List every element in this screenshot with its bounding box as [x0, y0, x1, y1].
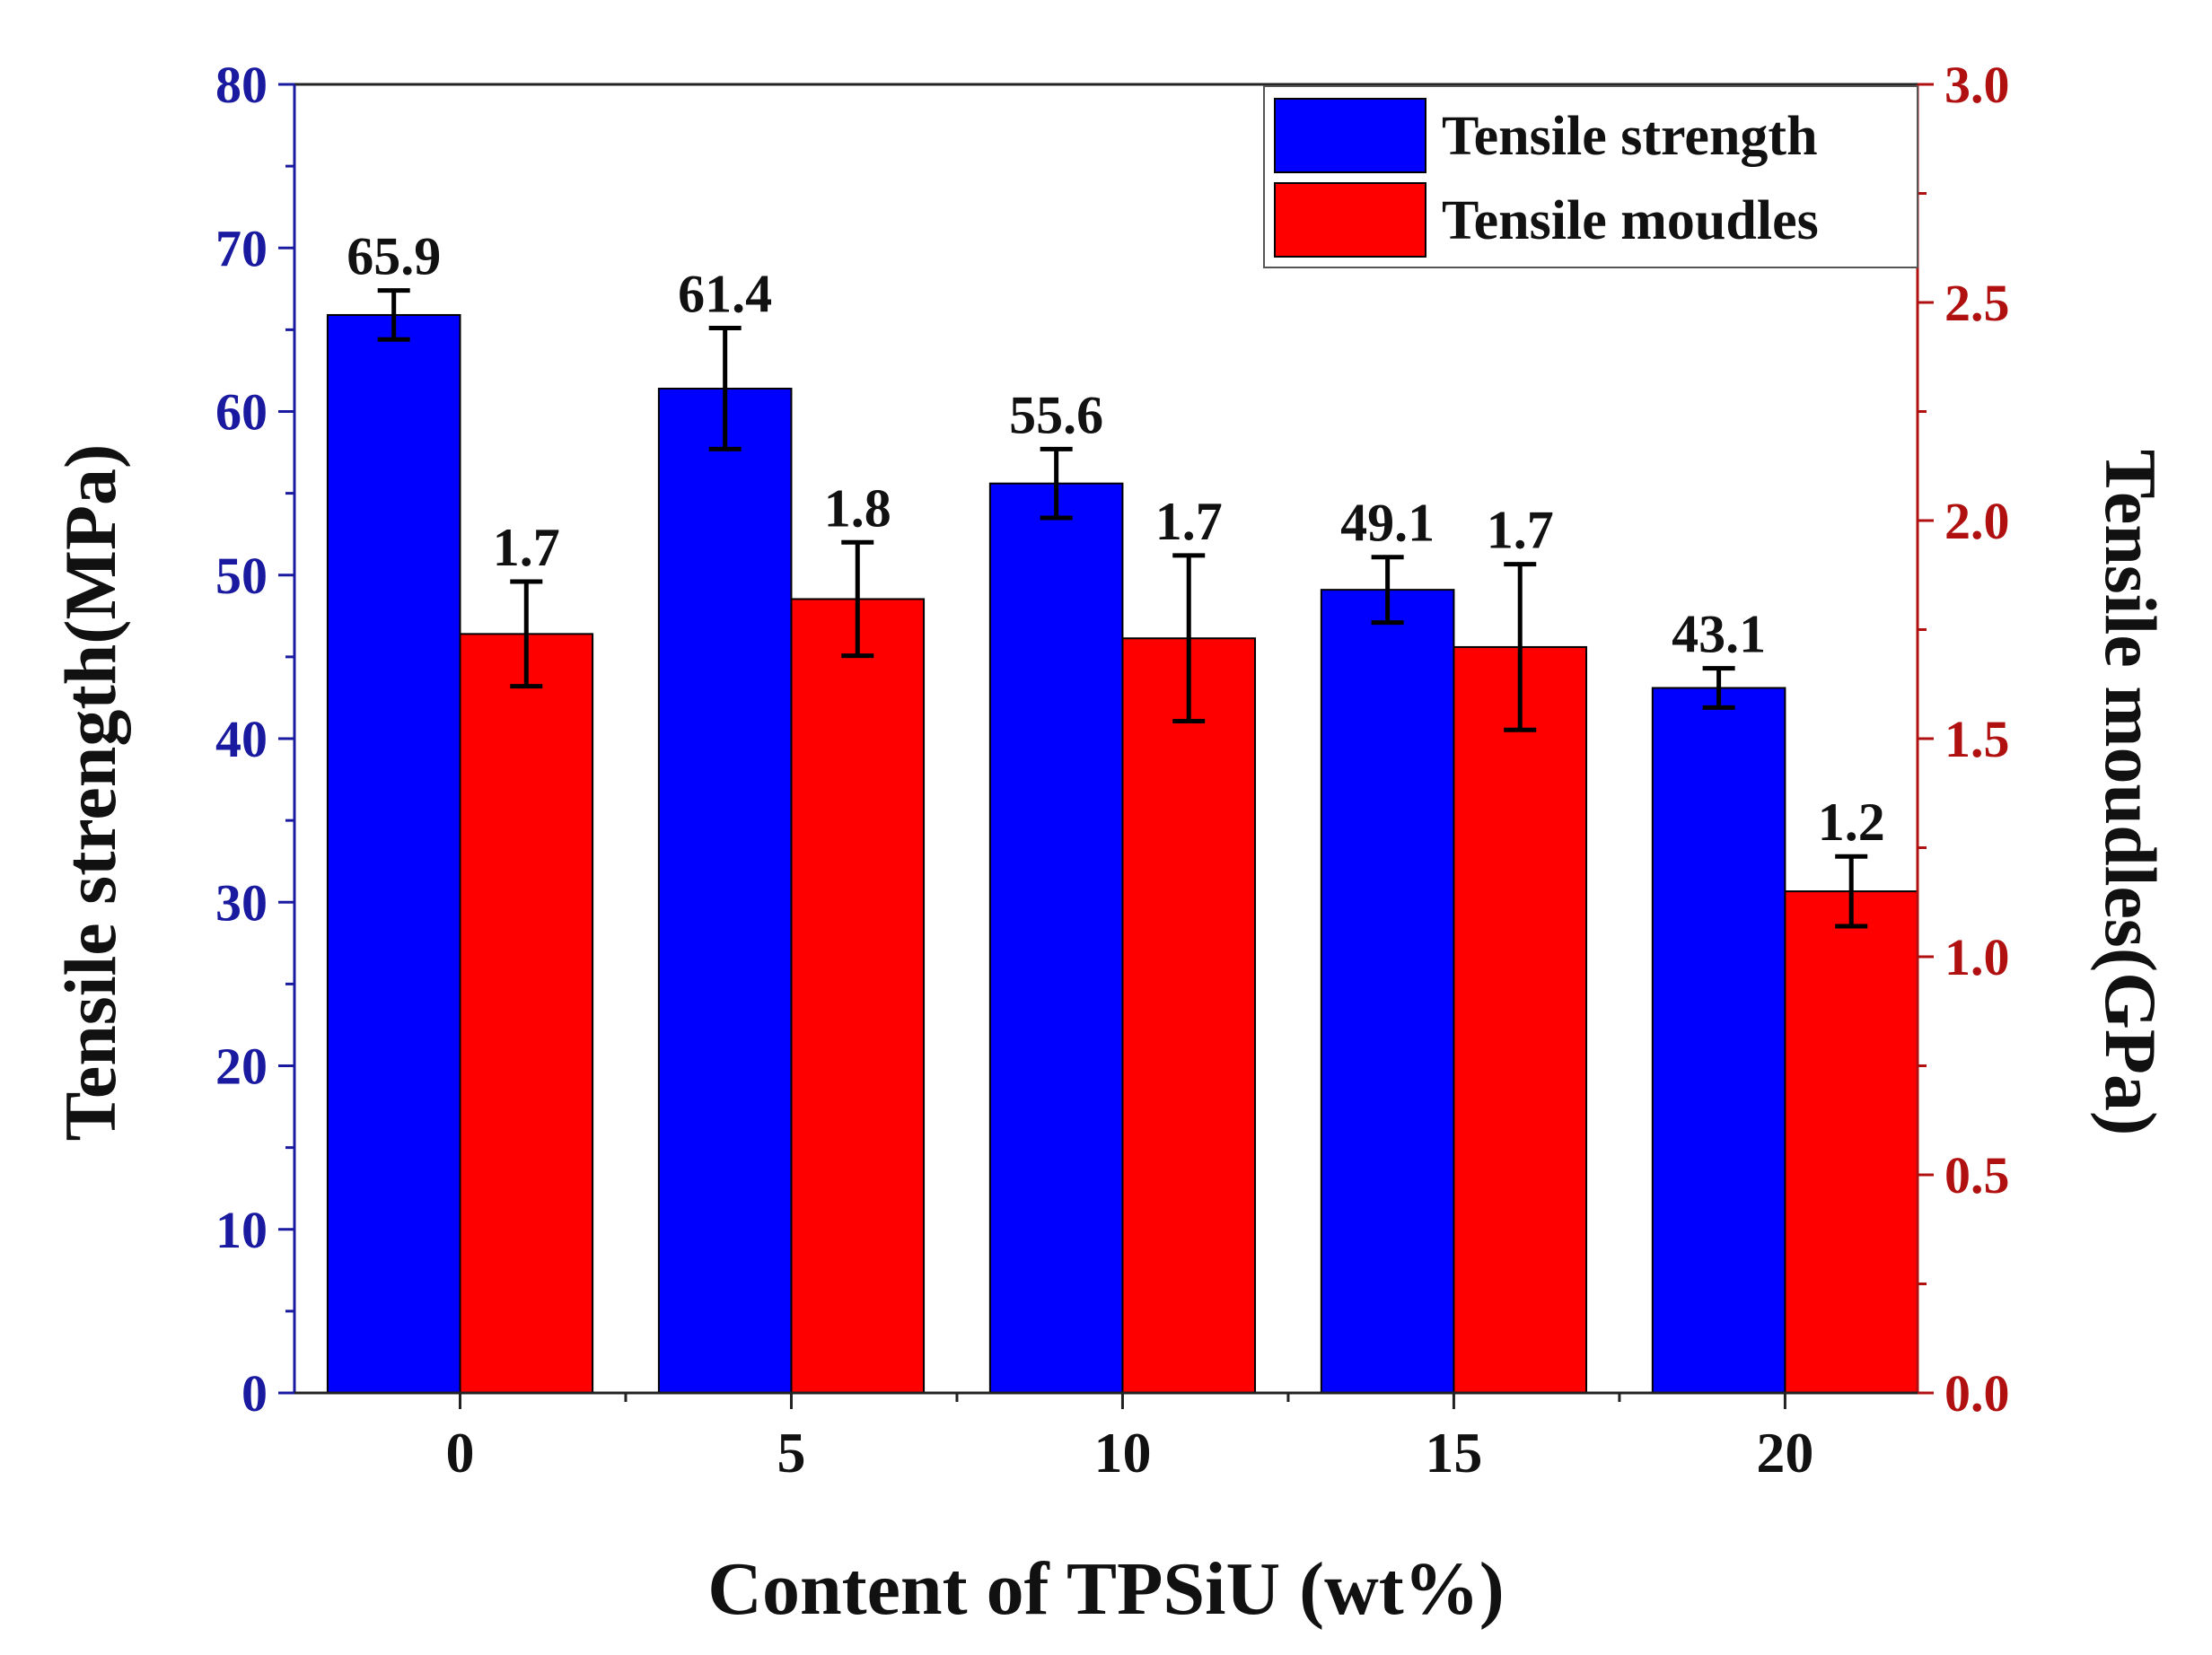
- left-tick-label: 30: [215, 873, 268, 932]
- x-axis-title: Content of TPSiU (wt%): [707, 1547, 1504, 1631]
- right-tick-label: 1.0: [1944, 928, 2010, 986]
- data-label: 1.7: [1487, 501, 1554, 560]
- left-y-axis-title: Tensile strength(MPa): [49, 444, 131, 1142]
- x-tick-label: 0: [445, 1421, 474, 1484]
- left-tick-label: 10: [215, 1201, 268, 1259]
- bar-tensile-strength-5: [657, 387, 793, 1394]
- left-tick-label: 70: [215, 219, 268, 277]
- data-label: 1.7: [1155, 492, 1223, 551]
- right-tick-label: 3.0: [1944, 56, 2010, 114]
- data-label: 1.7: [493, 518, 560, 577]
- legend-label: Tensile strength: [1442, 106, 1818, 167]
- bar-tensile-modulus-5: [790, 598, 926, 1394]
- x-tick-label: 5: [777, 1421, 805, 1484]
- bar-tensile-modulus-10: [1121, 637, 1257, 1394]
- data-label: 43.1: [1672, 605, 1766, 664]
- left-tick-label: 40: [215, 710, 268, 768]
- left-tick-label: 80: [215, 56, 268, 114]
- axes-layer: 0 10 20 30 40 50 60 70 80 0.0 0.5 1.0 1.5 2.0 2.5 3.0 0 5…: [215, 56, 2010, 1484]
- legend-swatch-tensile-modulus: [1274, 182, 1426, 258]
- bar-tensile-modulus-15: [1453, 645, 1588, 1394]
- right-tick-label: 0.0: [1944, 1364, 2010, 1423]
- left-tick-label: 50: [215, 547, 268, 605]
- data-label: 1.8: [824, 478, 891, 538]
- legend-swatch-tensile-strength: [1274, 98, 1426, 173]
- left-tick-label: 0: [241, 1364, 268, 1423]
- bar-tensile-strength-20: [1651, 687, 1786, 1394]
- legend: Tensile strength Tensile moudles: [1263, 85, 1918, 268]
- x-tick-label: 15: [1425, 1421, 1482, 1484]
- bar-tensile-modulus-0: [459, 633, 594, 1394]
- right-y-axis-title: Tensile moudles(GPa): [2090, 450, 2172, 1136]
- bar-tensile-strength-0: [326, 313, 461, 1394]
- right-tick-label: 2.5: [1944, 274, 2010, 332]
- bar-tensile-strength-10: [988, 482, 1124, 1394]
- data-labels-layer: 65.9 61.4 55.6 49.1 43.1 1.7 1.8 1.7 1.7 1.2: [347, 227, 1885, 853]
- right-tick-label: 0.5: [1944, 1146, 2010, 1204]
- data-label: 65.9: [347, 227, 441, 286]
- bars-layer: [326, 313, 1919, 1394]
- right-tick-label: 2.0: [1944, 492, 2010, 550]
- left-tick-label: 20: [215, 1038, 268, 1096]
- legend-label: Tensile moudles: [1442, 190, 1819, 251]
- data-label: 55.6: [1009, 385, 1103, 444]
- data-label: 61.4: [678, 265, 772, 324]
- data-label: 49.1: [1340, 494, 1435, 553]
- x-tick-label: 10: [1093, 1421, 1151, 1484]
- right-tick-label: 1.5: [1944, 710, 2010, 768]
- x-tick-label: 20: [1756, 1421, 1813, 1484]
- error-bars-layer: [377, 288, 1868, 929]
- left-tick-label: 60: [215, 383, 268, 442]
- bar-tensile-strength-15: [1320, 589, 1455, 1394]
- data-label: 1.2: [1818, 792, 1885, 852]
- bar-tensile-modulus-20: [1784, 890, 1919, 1394]
